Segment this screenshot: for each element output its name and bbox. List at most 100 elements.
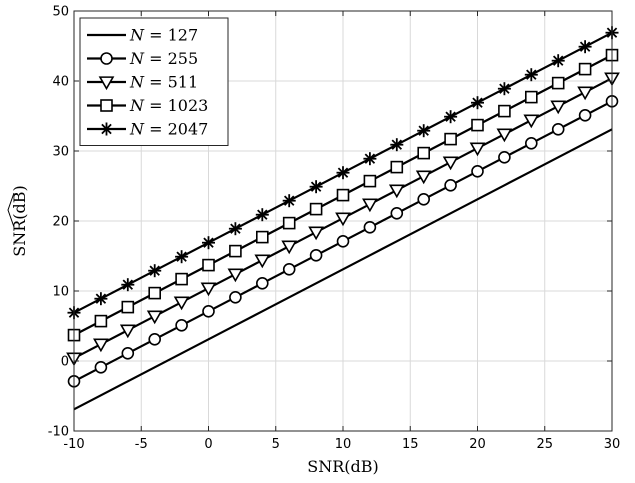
data-point: [148, 264, 162, 278]
data-point: [498, 104, 511, 118]
data-point: [471, 165, 484, 178]
data-point: [442, 156, 459, 171]
x-tick-label: 20: [469, 437, 486, 452]
series-line: [73, 128, 613, 411]
data-point: [202, 258, 215, 272]
x-tick-label: 30: [604, 437, 621, 452]
data-point: [577, 86, 593, 101]
data-point: [121, 278, 135, 292]
data-point: [524, 137, 538, 150]
legend-entry: N = 2047: [87, 120, 208, 139]
data-point: [282, 262, 296, 276]
data-point: [524, 90, 538, 104]
y-axis-label-hat: [7, 192, 15, 228]
data-point: [200, 282, 217, 297]
data-point: [363, 174, 377, 188]
data-point: [551, 54, 565, 68]
data-point: [471, 96, 484, 110]
data-point: [390, 138, 404, 152]
data-point: [336, 235, 350, 248]
legend-marker: [100, 99, 113, 112]
data-point: [309, 202, 323, 216]
data-point: [417, 124, 431, 138]
data-point: [578, 40, 592, 54]
x-axis-label: SNR(dB): [307, 457, 379, 476]
data-point: [175, 318, 188, 332]
data-point: [309, 249, 323, 262]
data-point: [148, 286, 161, 300]
data-point: [148, 332, 161, 346]
legend-label: N = 2047: [129, 120, 208, 139]
legend-marker: [98, 76, 115, 91]
data-point: [255, 208, 269, 222]
y-tick-label: 30: [52, 145, 69, 160]
data-point: [229, 244, 242, 258]
legend-entry: N = 255: [87, 49, 198, 68]
y-tick-label: 50: [52, 5, 69, 20]
data-point: [551, 76, 565, 90]
data-point: [309, 180, 323, 194]
data-point: [119, 324, 136, 339]
series-127: [73, 128, 613, 411]
data-point: [417, 146, 431, 160]
data-point: [498, 151, 511, 164]
legend-marker: [100, 122, 113, 136]
data-point: [121, 300, 135, 314]
series-layer: [66, 26, 620, 411]
data-point: [121, 346, 135, 360]
data-point: [363, 221, 377, 234]
x-tick-label: 0: [204, 437, 212, 452]
data-point: [444, 179, 457, 192]
y-tick-label: 20: [52, 215, 69, 230]
data-point: [444, 110, 458, 124]
data-point: [578, 109, 592, 122]
data-point: [578, 62, 592, 76]
data-point: [335, 212, 351, 227]
x-tick-label: 25: [536, 437, 553, 452]
y-tick-label: -10: [48, 425, 69, 440]
data-point: [471, 118, 484, 132]
data-point: [93, 338, 109, 353]
data-point: [336, 166, 350, 180]
x-tick-label: 5: [272, 437, 280, 452]
data-point: [550, 100, 567, 115]
y-tick-label: 40: [52, 75, 69, 90]
data-point: [308, 226, 324, 241]
data-point: [228, 222, 242, 236]
legend-entry: N = 1023: [87, 96, 208, 115]
legend-label: N = 1023: [129, 96, 208, 115]
legend-marker: [100, 52, 113, 65]
data-point: [551, 123, 565, 136]
data-point: [362, 198, 378, 213]
data-point: [255, 276, 269, 290]
data-point: [146, 310, 163, 325]
data-point: [497, 82, 511, 96]
data-point: [202, 304, 215, 318]
data-point: [444, 132, 457, 146]
x-tick-label: 10: [335, 437, 352, 452]
tick-labels: -10 -5 0 5 10 15 20 25 30 -10 0 10 20 30 40 50: [48, 5, 621, 453]
data-point: [227, 268, 244, 283]
series-2047: [67, 26, 619, 320]
data-point: [415, 170, 432, 185]
y-axis-label-group: SNR(dB): [7, 185, 29, 257]
data-point: [255, 230, 269, 244]
data-point: [282, 216, 296, 230]
legend-entry: N = 127: [87, 26, 198, 45]
data-point: [390, 207, 404, 220]
series-255: [67, 95, 619, 388]
data-point: [175, 250, 189, 264]
series-1023: [67, 48, 619, 342]
data-point: [175, 272, 188, 286]
data-point: [94, 360, 108, 374]
data-point: [388, 184, 405, 199]
x-tick-label: 15: [402, 437, 419, 452]
y-tick-label: 10: [52, 285, 69, 300]
data-point: [524, 68, 538, 82]
data-point: [94, 292, 108, 306]
data-point: [229, 290, 242, 304]
data-point: [254, 254, 271, 269]
axes: [73, 10, 613, 432]
legend-entry: N = 511: [87, 73, 198, 92]
